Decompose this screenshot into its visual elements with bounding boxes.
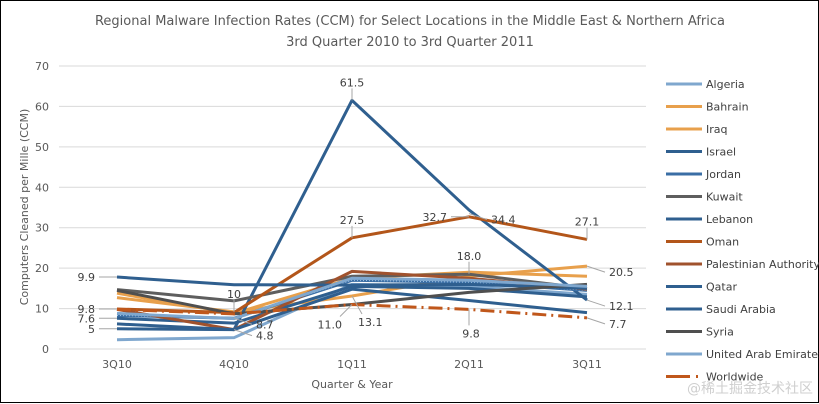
- series-line-qatar: [116, 275, 588, 290]
- data-label: 13.1: [358, 316, 383, 329]
- data-label: 20.5: [609, 266, 634, 279]
- legend-item-label: Syria: [706, 326, 734, 339]
- x-tick-label: 2Q11: [454, 358, 484, 371]
- legend-item-label: Kuwait: [706, 191, 743, 204]
- y-tick-label: 10: [35, 303, 49, 316]
- legend-item-label: Qatar: [706, 281, 737, 294]
- data-label-leader: [586, 299, 606, 307]
- x-axis-title: Quarter & Year: [311, 378, 393, 391]
- y-axis-title: Computers Cleaned per Mille (CCM): [18, 109, 31, 306]
- y-tick-label: 30: [35, 222, 49, 235]
- chart-title: Regional Malware Infection Rates (CCM) f…: [95, 14, 725, 29]
- data-label: 9.8: [462, 327, 480, 340]
- y-tick-label: 40: [35, 181, 49, 194]
- y-tick-label: 20: [35, 262, 49, 275]
- legend-item-label: Saudi Arabia: [706, 303, 776, 316]
- x-tick-label: 3Q11: [572, 358, 602, 371]
- x-tick-label: 4Q10: [219, 358, 249, 371]
- legend-item-label: United Arab Emirates: [706, 348, 819, 361]
- data-label-leader: [468, 213, 488, 221]
- y-tick-label: 0: [42, 343, 49, 356]
- data-label: 7.7: [609, 318, 627, 331]
- data-label-leader: [233, 329, 253, 337]
- x-tick-label: 3Q10: [102, 358, 132, 371]
- data-label: 27.5: [340, 214, 365, 227]
- data-label: 8.7: [256, 318, 274, 331]
- data-label-leader: [351, 295, 363, 315]
- legend-item-label: Palestinian Authority: [706, 258, 819, 271]
- y-tick-label: 50: [35, 141, 49, 154]
- data-label: 61.5: [340, 76, 365, 89]
- series-line-saudi-arabia: [116, 287, 588, 332]
- legend-item-label: Iraq: [706, 123, 728, 136]
- legend-item-label: Algeria: [706, 78, 745, 91]
- data-label: 32.7: [423, 211, 448, 224]
- legend: Algeria Bahrain Iraq Israel Jordan Kuwait Leba…: [666, 78, 819, 384]
- legend-item-label: Israel: [706, 146, 736, 159]
- x-tick-label: 1Q11: [337, 358, 367, 371]
- data-label: 4.8: [256, 330, 274, 343]
- series-line-kuwait: [116, 272, 588, 303]
- data-label: 34.4: [491, 214, 516, 227]
- data-label: 9.9: [78, 271, 96, 284]
- data-label: 27.1: [575, 215, 600, 228]
- data-label: 18.0: [457, 250, 482, 263]
- data-label-leader: [233, 317, 253, 325]
- legend-item-label: Oman: [706, 236, 739, 249]
- legend-item-label: Bahrain: [706, 101, 749, 114]
- data-label: 12.1: [609, 300, 634, 313]
- data-label: 5: [88, 323, 95, 336]
- data-label: 7.6: [78, 312, 96, 325]
- y-tick-label: 70: [35, 60, 49, 73]
- watermark: @稀土掘金技术社区: [687, 381, 813, 397]
- data-label: 11.0: [318, 319, 343, 332]
- data-label-leader: [586, 265, 606, 273]
- gridlines: [59, 65, 646, 350]
- series-line-united-arab-emirates: [116, 276, 588, 321]
- legend-item-label: Lebanon: [706, 213, 753, 226]
- data-label-leader: [586, 317, 606, 325]
- y-axis-ticks: 0 10 20 30 40 50 60 70: [35, 60, 49, 356]
- data-label: 9.8: [78, 303, 96, 316]
- data-label-leader: [339, 304, 353, 317]
- x-axis-ticks: 3Q10 4Q10 1Q11 2Q11 3Q11: [102, 358, 602, 371]
- legend-item-label: Worldwide: [706, 371, 764, 384]
- data-label: 10: [227, 288, 241, 301]
- legend-item-label: Jordan: [705, 168, 741, 181]
- y-tick-label: 60: [35, 100, 49, 113]
- chart-subtitle: 3rd Quarter 2010 to 3rd Quarter 2011: [286, 35, 534, 50]
